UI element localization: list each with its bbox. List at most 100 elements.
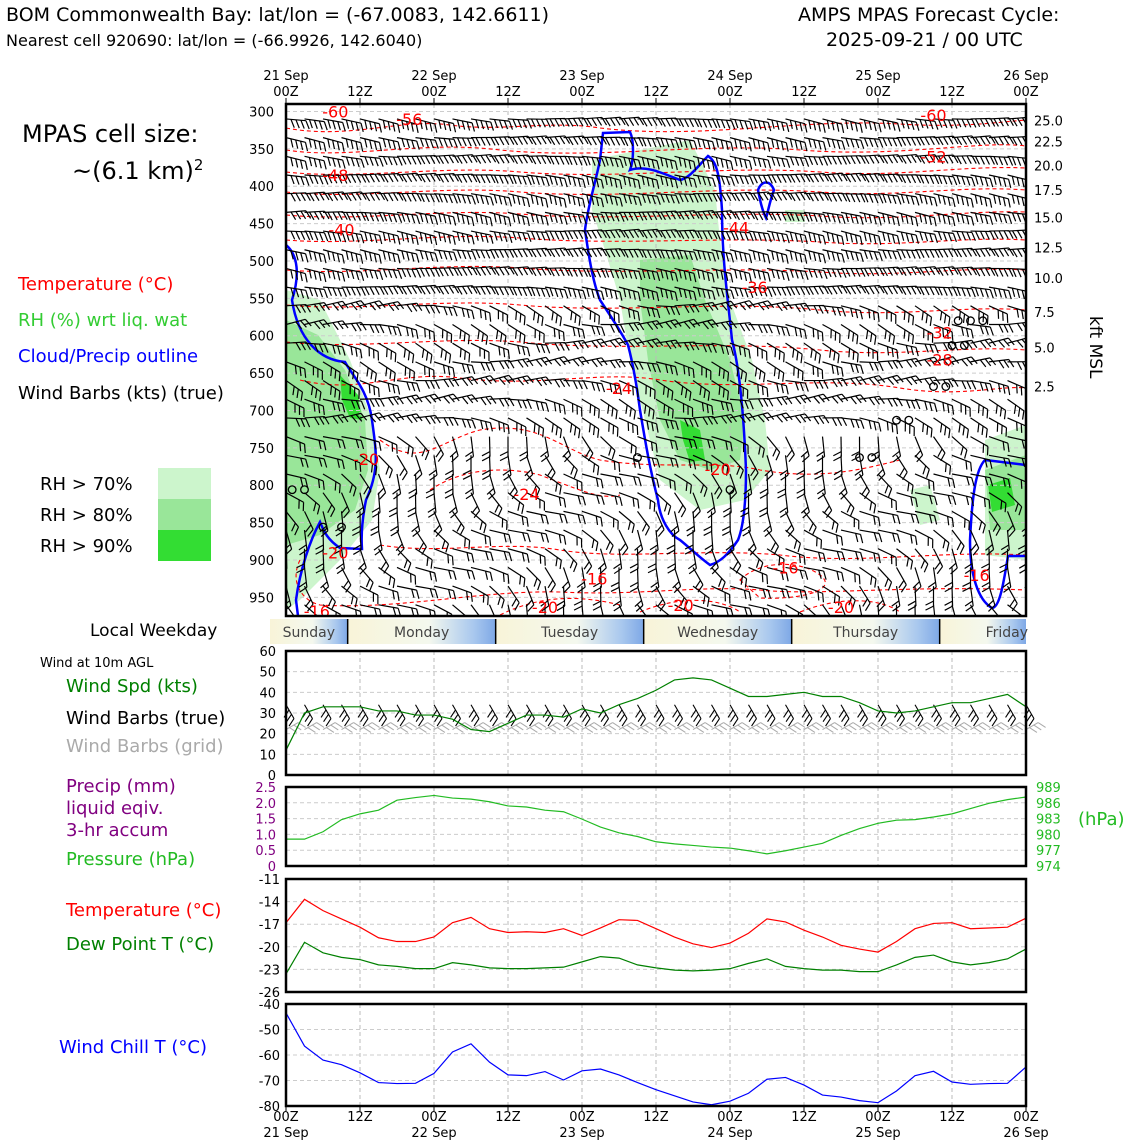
profile-barb xyxy=(373,529,383,556)
barb-feather xyxy=(915,121,920,131)
profile-barb xyxy=(526,376,553,387)
barb-staff xyxy=(618,305,639,313)
barb-feather xyxy=(776,212,782,221)
barb-feather xyxy=(646,211,653,221)
barb-feather xyxy=(596,495,600,505)
barb-feather xyxy=(433,332,436,342)
barb-feather xyxy=(332,270,336,280)
barb-staff xyxy=(877,436,880,457)
barb-staff xyxy=(988,247,1009,251)
barb-feather xyxy=(720,158,724,168)
barb-staff xyxy=(951,492,972,499)
barb-feather xyxy=(961,267,967,276)
barb-feather xyxy=(670,211,676,220)
barb-feather xyxy=(734,119,739,129)
barb-feather xyxy=(697,287,701,297)
barb-feather xyxy=(1027,362,1031,370)
barb-feather xyxy=(860,215,864,225)
barb-feather xyxy=(808,120,812,130)
barb-feather xyxy=(929,175,935,184)
barb-staff xyxy=(618,510,635,525)
profile-barb xyxy=(489,230,513,243)
profile-barb xyxy=(618,228,645,239)
barb-feather xyxy=(449,450,458,458)
barb-feather xyxy=(892,532,896,542)
barb-feather xyxy=(823,157,829,166)
profile-barb xyxy=(524,455,534,482)
barb-feather xyxy=(688,160,692,170)
profile-barb xyxy=(877,324,896,345)
profile-barb xyxy=(507,174,532,186)
profile-barb xyxy=(544,117,570,128)
barb-feather xyxy=(424,251,429,261)
barb-feather xyxy=(783,353,785,363)
barb-feather xyxy=(974,249,981,258)
barb-feather xyxy=(813,139,817,149)
barb-feather xyxy=(646,194,651,204)
cell-size-value-text: ~(6.1 km) xyxy=(72,157,194,185)
barb-staff xyxy=(507,174,528,178)
barb-feather xyxy=(739,175,744,185)
barb-feather xyxy=(826,286,833,295)
barb-feather xyxy=(641,230,648,239)
barb-feather xyxy=(956,118,962,128)
barb-staff xyxy=(378,454,393,471)
barb-feather xyxy=(512,175,517,184)
barb-feather xyxy=(515,310,518,320)
barb-feather xyxy=(868,267,875,277)
barb-feather xyxy=(406,173,413,183)
barb-staff xyxy=(526,247,547,251)
barb-feather xyxy=(707,177,712,187)
barb-feather xyxy=(1003,230,1009,239)
barb-feather xyxy=(300,176,305,186)
barb-feather xyxy=(627,308,631,318)
barb-feather xyxy=(715,287,720,297)
barb-feather xyxy=(299,159,304,169)
barb-feather xyxy=(527,400,532,410)
barb-feather xyxy=(725,176,731,186)
barb-feather xyxy=(382,232,386,242)
profile-barb xyxy=(748,286,773,297)
barb-feather xyxy=(1003,359,1010,368)
barb-feather xyxy=(559,177,563,187)
barb-staff xyxy=(914,305,932,318)
profile-barb xyxy=(933,248,959,258)
barb-feather xyxy=(845,268,851,277)
barb-feather xyxy=(841,123,845,134)
barb-feather xyxy=(580,538,583,548)
barb-feather xyxy=(845,232,849,242)
profile-barb xyxy=(655,267,679,282)
isotherm-56 xyxy=(286,144,1026,154)
barb-feather xyxy=(619,136,626,146)
weekday-label: Local Weekday xyxy=(90,621,218,641)
barb-feather xyxy=(379,398,385,407)
barb-feather xyxy=(998,176,1002,186)
barb-feather xyxy=(313,211,320,220)
barb-staff xyxy=(1025,454,1026,462)
barb-feather xyxy=(836,307,842,317)
barb-feather xyxy=(998,360,1005,369)
barb-feather xyxy=(530,287,536,297)
barb-feather xyxy=(799,141,803,151)
barb-feather xyxy=(502,469,511,476)
barb-feather xyxy=(720,231,726,240)
barb-feather xyxy=(989,178,994,188)
barb-feather xyxy=(369,192,376,201)
profile-barb xyxy=(988,155,1014,166)
barb-feather xyxy=(771,212,777,221)
barb-feather xyxy=(443,285,450,295)
barb-feather xyxy=(632,290,636,300)
barb-feather xyxy=(300,320,307,328)
barb-feather xyxy=(591,213,596,222)
profile-barb xyxy=(766,155,791,168)
barb-staff xyxy=(637,510,650,528)
profile-barb xyxy=(507,323,526,345)
barb-feather xyxy=(633,196,637,206)
barb-feather xyxy=(1003,324,1009,333)
barb-feather xyxy=(637,499,640,509)
barb-feather xyxy=(979,381,984,391)
barb-feather xyxy=(771,286,777,296)
barb-staff xyxy=(785,529,801,544)
profile-barb xyxy=(470,305,492,322)
profile-barb xyxy=(859,137,884,148)
